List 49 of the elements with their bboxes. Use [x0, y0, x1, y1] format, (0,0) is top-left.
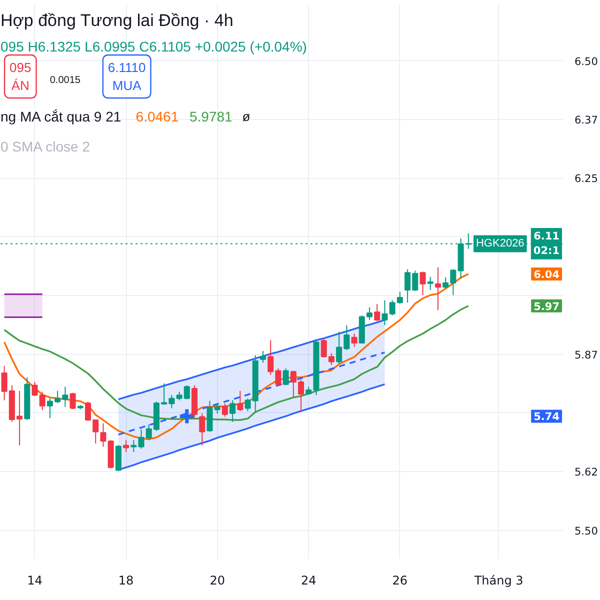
x-tick-label: 26	[392, 574, 408, 588]
annotation: 6.1110 MUA	[108, 60, 146, 93]
y-tick-label: 6.37	[574, 114, 598, 127]
candlestick	[434, 266, 441, 311]
y-tick-label: 6.50	[574, 56, 598, 68]
candlestick	[237, 390, 244, 412]
candlestick	[374, 304, 380, 322]
y-tick-label: 5.50	[574, 525, 598, 538]
candlestick	[328, 352, 334, 366]
annotation: 0 SMA close 2	[0, 138, 90, 154]
annotation: 095 ÁN	[10, 60, 32, 93]
candlestick	[420, 271, 426, 296]
candlestick	[230, 400, 236, 422]
candlestick	[32, 381, 38, 397]
chart-title: Hợp đồng Tương lai Đồng · 4h	[0, 11, 234, 30]
candlestick	[100, 422, 106, 448]
candlestick	[320, 338, 327, 358]
candlestick	[39, 391, 46, 411]
text: 095 H6.1325 L6.0995 C6.1105 +0.0025 (+0.04%)	[0, 38, 307, 54]
annotation: 6.11 02:1	[533, 230, 560, 257]
candlestick	[199, 412, 206, 446]
candlestick	[214, 403, 220, 414]
candlestick	[222, 403, 228, 418]
y-tick-label: 5.87	[574, 349, 598, 362]
annotation: 5.9781	[189, 108, 233, 124]
annotation: 5.97	[534, 300, 560, 313]
candlestick	[427, 276, 434, 290]
x-tick-label: Tháng 3	[473, 574, 524, 588]
annotation: ø	[242, 109, 250, 124]
line-series	[118, 352, 386, 436]
x-tick-label: 24	[300, 574, 316, 588]
candlestick	[351, 333, 358, 348]
y-tick-label: 5.62	[574, 466, 598, 479]
candlestick	[260, 350, 266, 364]
annotation: 5.74	[534, 411, 560, 424]
candlestick	[382, 300, 388, 326]
ref-line-label: HGK2026	[476, 238, 524, 250]
x-tick-label: 20	[210, 574, 225, 588]
candlestick	[282, 368, 289, 386]
annotation: ng MA cắt qua 9 21	[0, 108, 122, 124]
candlestick	[115, 444, 122, 472]
candlestick	[206, 400, 213, 432]
annotation: 0.0015	[50, 75, 81, 86]
y-tick-label: 6.25	[574, 173, 598, 186]
annotation: 6.0461	[136, 108, 179, 124]
x-tick-label: 14	[27, 574, 42, 588]
x-tick-label: 18	[118, 574, 134, 588]
candlestick	[123, 440, 130, 452]
annotation: 6.04	[534, 268, 560, 281]
